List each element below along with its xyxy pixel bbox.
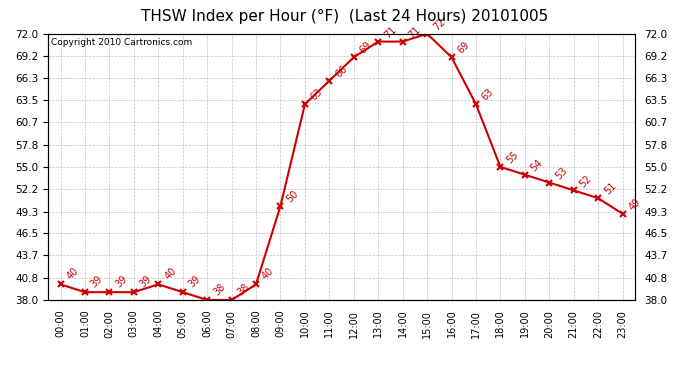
Text: 72: 72 [431, 16, 447, 32]
Text: 71: 71 [407, 24, 423, 40]
Text: 40: 40 [162, 266, 178, 282]
Text: 53: 53 [553, 165, 569, 181]
Text: 39: 39 [114, 274, 129, 290]
Text: 55: 55 [504, 150, 520, 165]
Text: 54: 54 [529, 158, 545, 173]
Text: 52: 52 [578, 173, 594, 189]
Text: 66: 66 [333, 64, 349, 80]
Text: 63: 63 [309, 87, 325, 103]
Text: 39: 39 [89, 274, 105, 290]
Text: 63: 63 [480, 87, 496, 103]
Text: 69: 69 [455, 40, 471, 56]
Text: 49: 49 [627, 197, 642, 213]
Text: 51: 51 [602, 181, 618, 197]
Text: 40: 40 [65, 266, 81, 282]
Text: 50: 50 [284, 189, 300, 205]
Text: 40: 40 [260, 266, 276, 282]
Text: 38: 38 [211, 282, 227, 297]
Text: 69: 69 [358, 40, 374, 56]
Text: 39: 39 [138, 274, 154, 290]
Text: Copyright 2010 Cartronics.com: Copyright 2010 Cartronics.com [51, 38, 193, 47]
Text: 38: 38 [236, 282, 251, 297]
Text: 71: 71 [382, 24, 398, 40]
Text: 39: 39 [187, 274, 203, 290]
Text: THSW Index per Hour (°F)  (Last 24 Hours) 20101005: THSW Index per Hour (°F) (Last 24 Hours)… [141, 9, 549, 24]
